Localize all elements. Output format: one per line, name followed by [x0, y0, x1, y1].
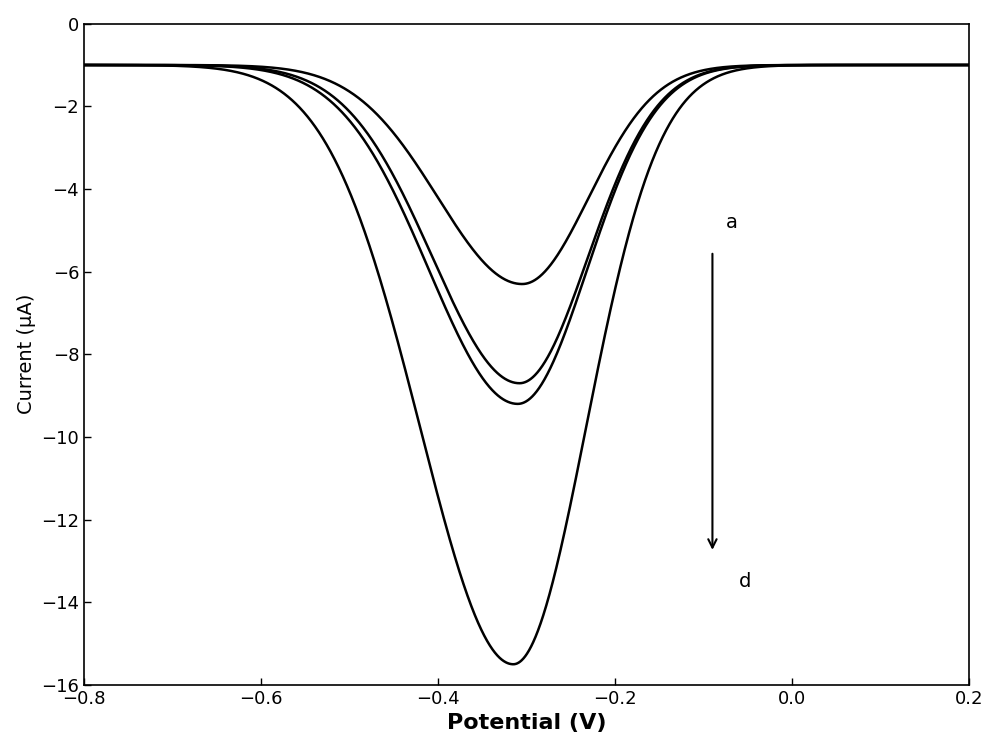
Y-axis label: Current (μA): Current (μA) [17, 294, 36, 415]
Text: a: a [726, 212, 738, 232]
X-axis label: Potential (V): Potential (V) [447, 713, 606, 734]
Text: d: d [739, 572, 751, 591]
